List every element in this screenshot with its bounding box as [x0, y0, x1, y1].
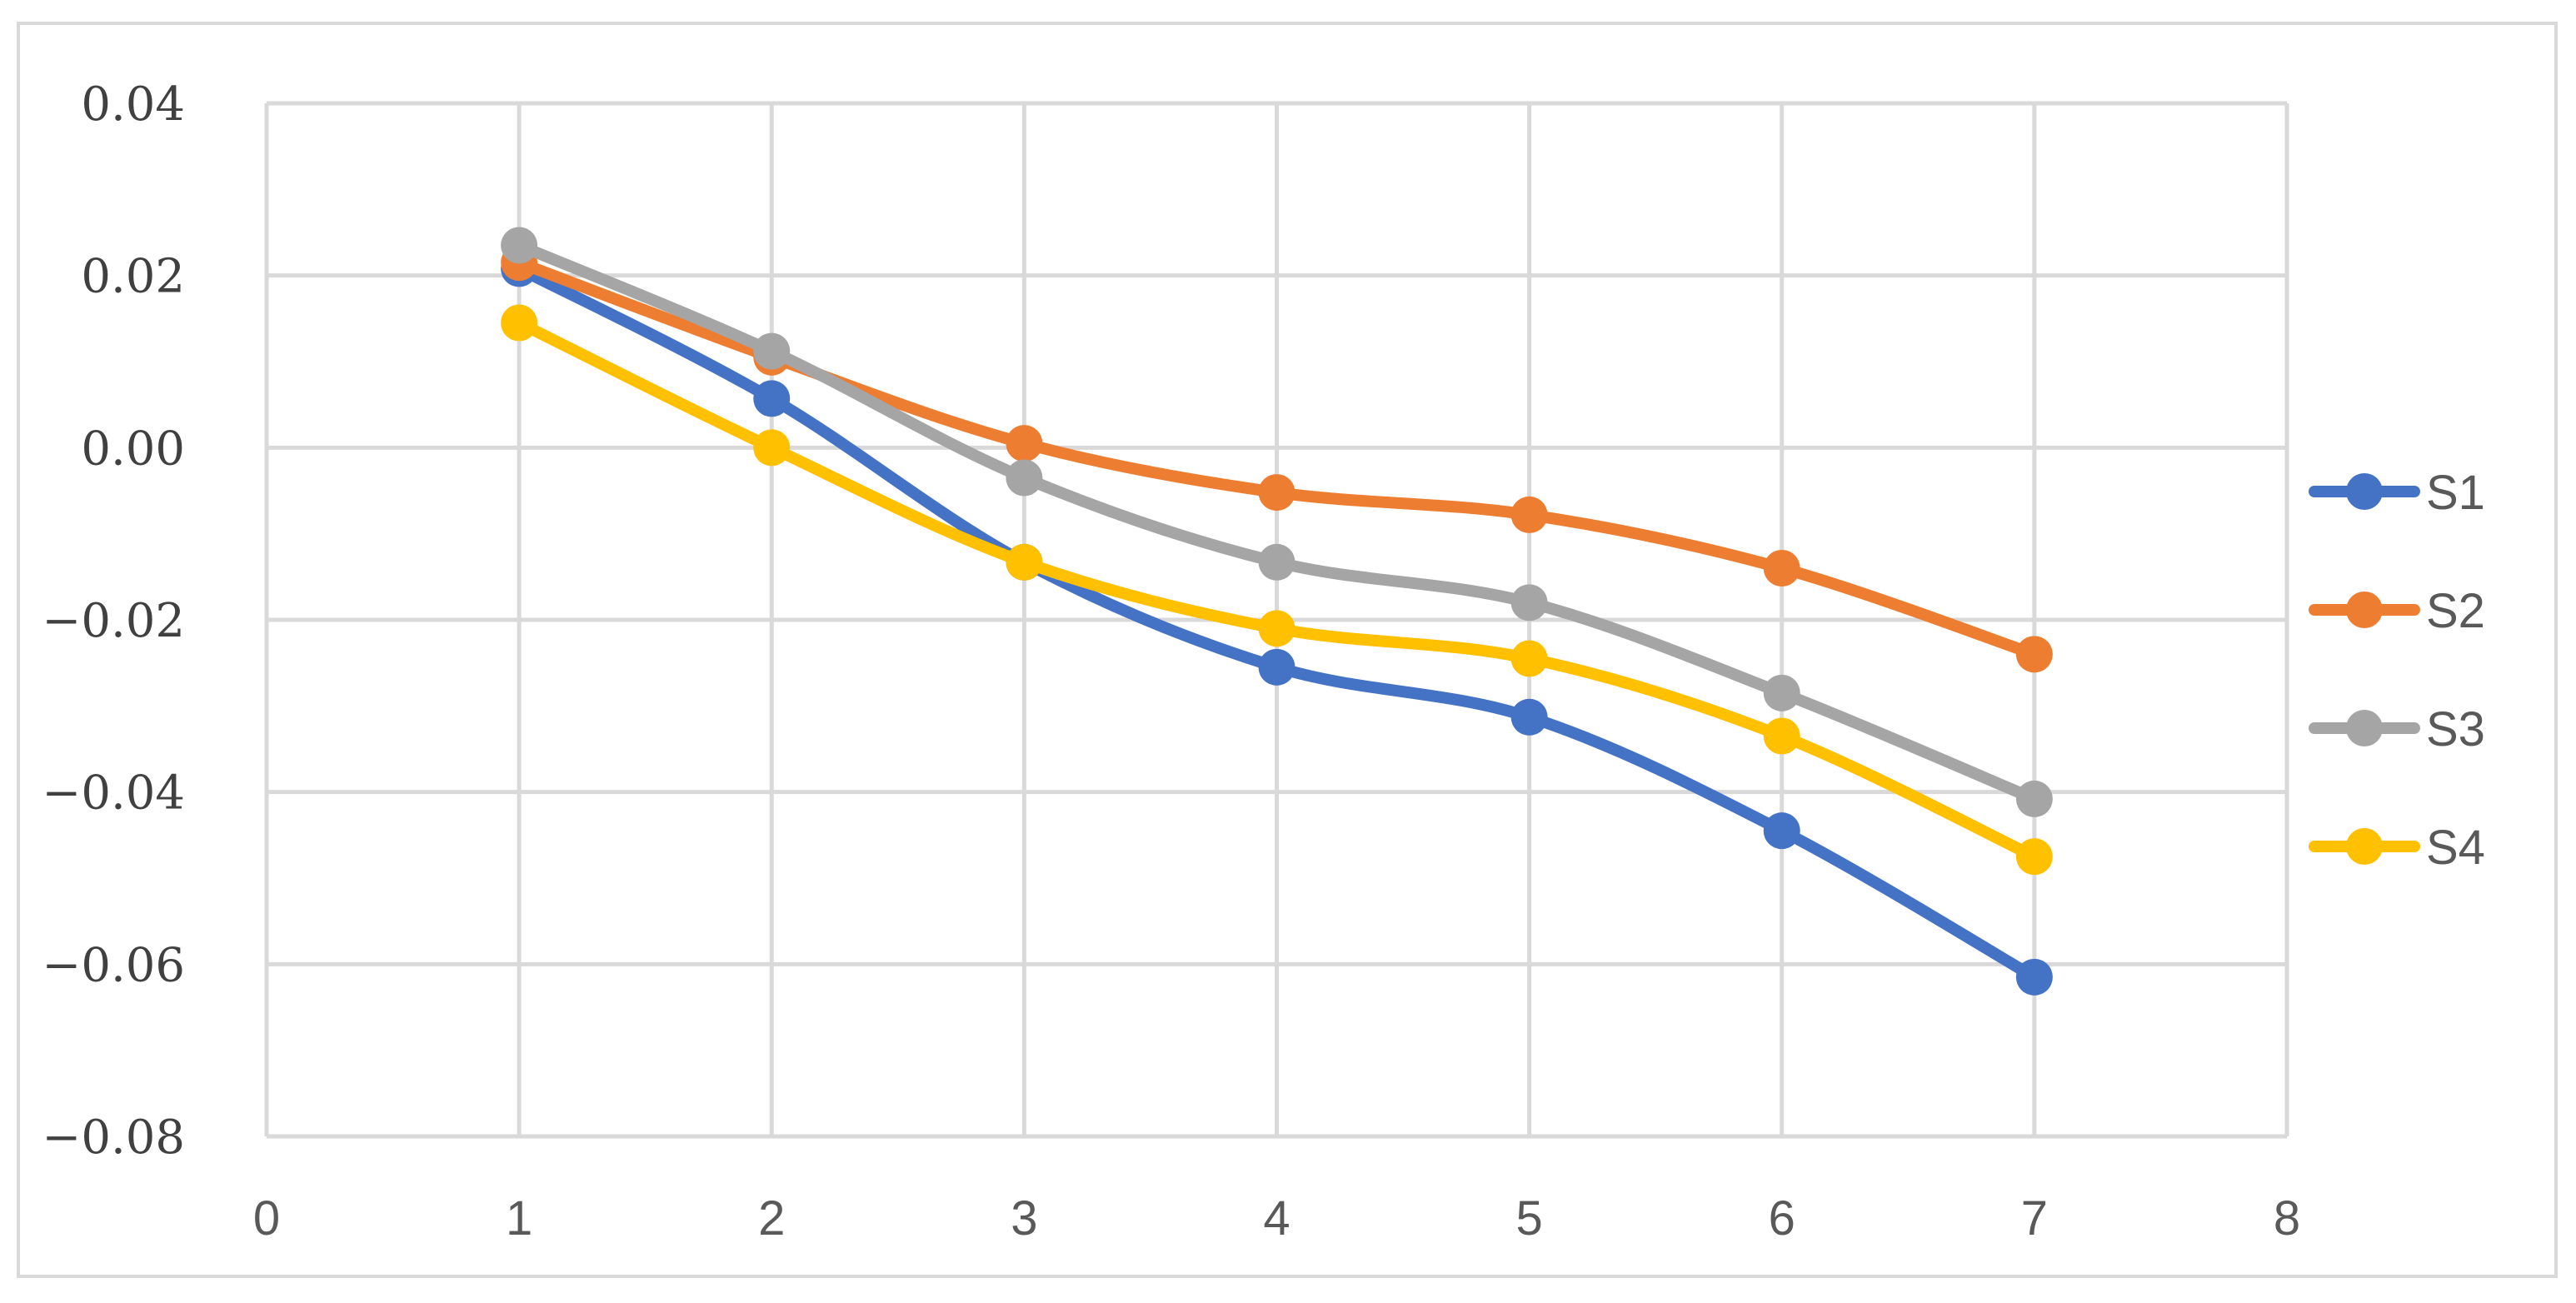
data-point [1258, 474, 1295, 512]
data-point [1763, 812, 1800, 850]
x-tick-label: 4 [1263, 1191, 1290, 1246]
data-point [2015, 958, 2053, 996]
y-tick-label: −0.02 [42, 594, 185, 648]
x-tick-label: 1 [506, 1191, 532, 1246]
data-point [1510, 496, 1548, 533]
y-tick-label: −0.04 [42, 766, 185, 821]
data-point [501, 227, 538, 264]
legend-item-s1: S1 [2309, 466, 2485, 520]
data-point [1258, 543, 1295, 581]
x-tick-label: 5 [1515, 1191, 1542, 1246]
x-tick-label: 0 [253, 1191, 280, 1246]
x-tick-label: 3 [1011, 1191, 1037, 1246]
data-point [501, 304, 538, 342]
legend-label: S4 [2426, 821, 2485, 875]
data-point [1763, 674, 1800, 711]
legend-marker [2346, 592, 2383, 628]
y-tick-label: 0.02 [81, 250, 185, 304]
legend-marker [2346, 710, 2383, 746]
y-tick-label: −0.06 [42, 938, 185, 992]
x-tick-label: 8 [2274, 1191, 2300, 1246]
x-tick-label: 2 [758, 1191, 785, 1246]
y-tick-label: 0.00 [81, 422, 185, 476]
x-axis-ticks: 0 1 2 3 4 5 6 7 8 [253, 1191, 2300, 1246]
legend-label: S1 [2426, 466, 2485, 520]
x-tick-label: 6 [1769, 1191, 1795, 1246]
data-point [1510, 640, 1548, 677]
series [501, 227, 2053, 996]
data-point [753, 332, 791, 370]
y-axis-ticks: 0.04 0.02 0.00 −0.02 −0.04 −0.06 −0.08 [42, 77, 185, 1165]
legend-label: S2 [2426, 584, 2485, 638]
data-point [1258, 610, 1295, 647]
chart-frame [17, 22, 2558, 1278]
legend: S1 S2 S3 S4 [2309, 466, 2485, 875]
data-point [2015, 838, 2053, 876]
legend-item-s4: S4 [2309, 821, 2485, 875]
data-point [1763, 550, 1800, 587]
data-point [753, 429, 791, 467]
y-tick-label: −0.08 [42, 1111, 185, 1165]
data-point [1006, 425, 1043, 462]
data-point [1006, 459, 1043, 497]
data-point [1006, 543, 1043, 581]
legend-item-s3: S3 [2309, 702, 2485, 756]
x-tick-label: 7 [2021, 1191, 2048, 1246]
data-point [1258, 648, 1295, 686]
data-point [753, 380, 791, 417]
axes [264, 103, 2287, 1139]
series-s3 [501, 227, 2053, 817]
data-point [1510, 698, 1548, 736]
series-s4 [501, 304, 2053, 876]
legend-item-s2: S2 [2309, 584, 2485, 638]
legend-marker [2346, 473, 2383, 510]
data-point [1763, 717, 1800, 755]
data-point [2015, 780, 2053, 817]
legend-marker [2346, 828, 2383, 865]
data-point [1510, 584, 1548, 622]
data-point [2015, 636, 2053, 673]
y-tick-label: 0.04 [81, 77, 185, 132]
legend-label: S3 [2426, 702, 2485, 756]
